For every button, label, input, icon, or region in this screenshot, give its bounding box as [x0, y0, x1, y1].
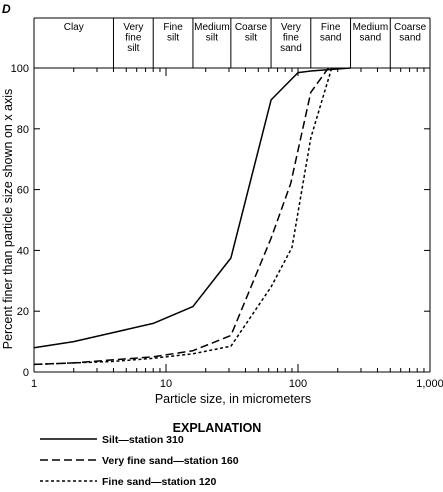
y-tick-label: 40: [17, 245, 29, 257]
plot-frame: [33, 67, 431, 373]
y-tick-label: 100: [11, 63, 29, 75]
series-line-dashed: [33, 67, 330, 366]
legend-entry: Very fine sand—station 160: [102, 455, 239, 467]
size-class-label: Very: [123, 22, 143, 33]
size-class-label: Fine: [163, 22, 183, 33]
size-class-label: sand: [320, 33, 342, 44]
size-class-label: Coarse: [394, 22, 427, 33]
y-axis-label: Percent finer than particle size shown o…: [1, 89, 15, 350]
x-axis-label: Particle size, in micrometers: [155, 392, 311, 406]
panel-label: D: [2, 2, 11, 16]
x-tick-label: 1,000: [416, 378, 443, 390]
x-tick-label: 100: [289, 378, 307, 390]
y-tick-label: 20: [17, 306, 29, 318]
legend-title: EXPLANATION: [173, 421, 262, 435]
y-tick-label: 80: [17, 124, 29, 136]
series-line-dotted: [33, 67, 333, 366]
size-class-label: Medium: [194, 22, 230, 33]
series-lines: [33, 67, 351, 366]
size-class-header: Clay VeryfinesiltFinesiltMediumsiltCoarse…: [33, 17, 431, 68]
size-class-label: silt: [127, 43, 139, 54]
legend-entry: Silt—station 310: [102, 434, 184, 446]
series-line-solid: [33, 67, 351, 349]
y-tick-label: 60: [17, 185, 29, 197]
size-class-label: silt: [167, 33, 179, 44]
size-class-label: sand: [360, 33, 382, 44]
size-class-label: Clay: [64, 22, 84, 33]
y-tick-label: 0: [23, 367, 29, 379]
size-class-label: sand: [280, 43, 302, 54]
size-class-label: fine: [125, 33, 142, 44]
size-class-label: Medium: [353, 22, 389, 33]
size-class-label: sand: [399, 33, 421, 44]
size-class-label: Fine: [321, 22, 341, 33]
x-tick-label: 10: [160, 378, 172, 390]
size-class-label: Very: [281, 22, 301, 33]
size-class-label: silt: [206, 33, 218, 44]
size-class-label: silt: [245, 33, 257, 44]
legend: Silt—station 310 Very fine sand—station 1…: [40, 434, 239, 488]
size-class-label: Coarse: [235, 22, 268, 33]
legend-entry: Fine sand—station 120: [102, 476, 217, 488]
size-class-label: fine: [283, 33, 300, 44]
x-tick-label: 1: [31, 378, 37, 390]
axis-ticks: 0 20 40 60 80 100 1 10 100 1,000: [11, 63, 443, 390]
